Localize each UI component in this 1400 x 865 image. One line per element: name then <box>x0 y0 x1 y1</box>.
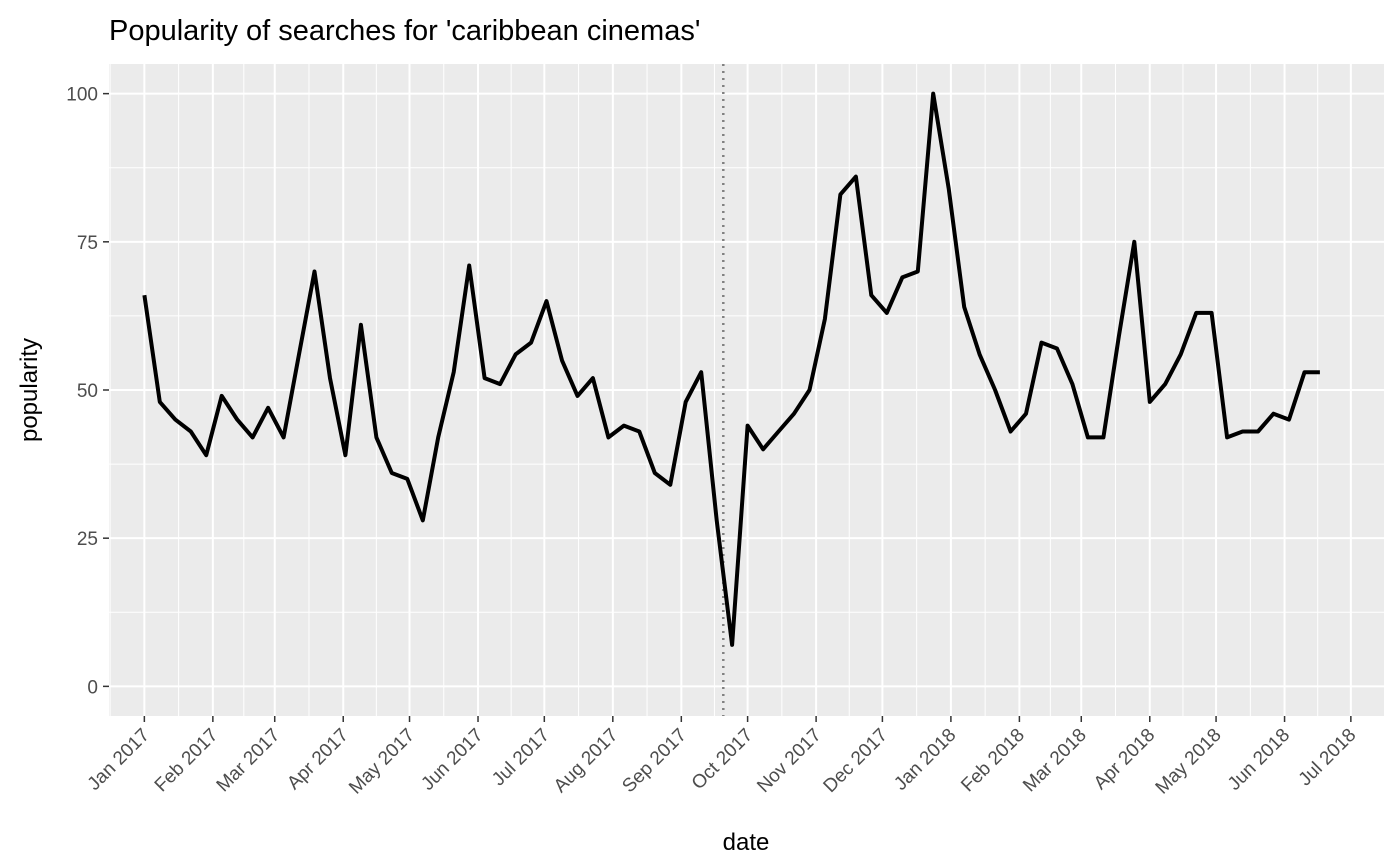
x-tick-label: Jan 2018 <box>890 725 960 795</box>
series-line <box>142 91 1320 647</box>
x-tick-label: Jan 2017 <box>84 725 154 795</box>
y-tick-label: 75 <box>77 233 98 254</box>
x-tick-label: Aug 2017 <box>550 725 622 797</box>
y-axis: 0 25 50 75 100 <box>66 85 109 698</box>
x-tick-label: May 2017 <box>345 725 419 799</box>
x-tick-label: Mar 2017 <box>213 725 285 797</box>
x-tick-label: Apr 2017 <box>283 725 352 794</box>
y-tick-label: 50 <box>77 381 98 402</box>
x-tick-label: Feb 2018 <box>957 725 1029 797</box>
x-tick-label: Nov 2017 <box>753 725 825 797</box>
x-tick-label: Dec 2017 <box>820 725 892 797</box>
x-tick-label: May 2018 <box>1152 725 1226 799</box>
x-tick-label: Feb 2017 <box>151 725 223 797</box>
y-tick-label: 100 <box>66 85 98 106</box>
x-axis-title: date <box>723 829 770 856</box>
x-tick-label: Jul 2017 <box>488 725 554 791</box>
chart-title: Popularity of searches for 'caribbean ci… <box>109 15 700 47</box>
x-tick-label: Mar 2018 <box>1019 725 1091 797</box>
y-tick-label: 25 <box>77 529 98 550</box>
x-tick-label: Apr 2018 <box>1090 725 1159 794</box>
y-axis-title: popularity <box>16 338 43 442</box>
x-tick-label: Sep 2017 <box>618 725 690 797</box>
x-tick-label: Jun 2017 <box>417 725 487 795</box>
x-tick-label: Oct 2017 <box>688 725 757 794</box>
major-gridlines <box>109 64 1384 716</box>
x-tick-label: Jul 2018 <box>1295 725 1361 791</box>
x-tick-label: Jun 2018 <box>1224 725 1294 795</box>
y-tick-label: 0 <box>87 677 98 698</box>
series-layer <box>142 91 1320 647</box>
